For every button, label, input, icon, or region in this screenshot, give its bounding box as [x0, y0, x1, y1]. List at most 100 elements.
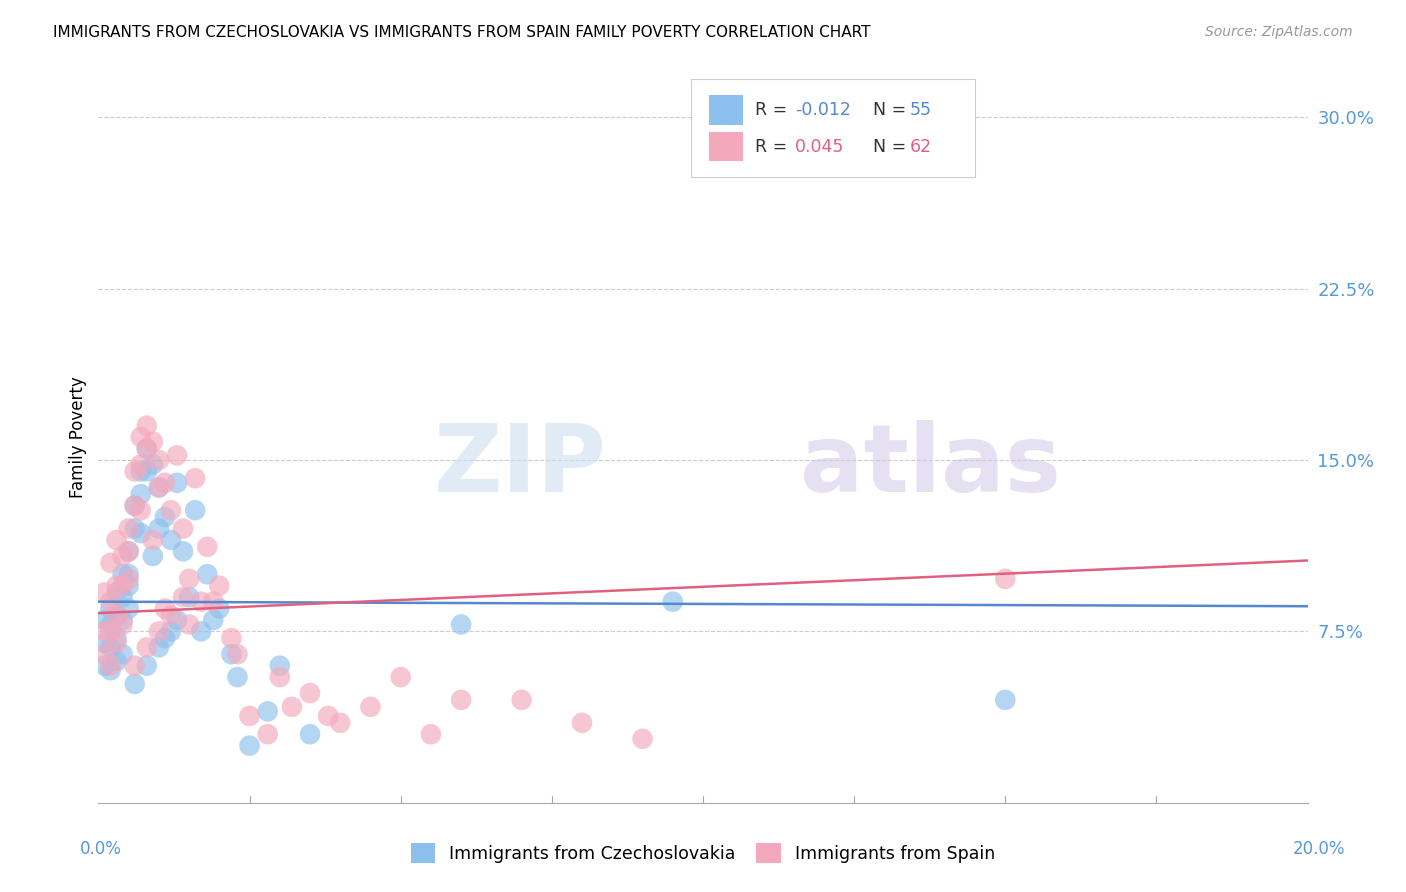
- Point: [153, 632, 176, 646]
- Point: [93, 613, 115, 627]
- Point: [111, 590, 134, 604]
- Point: [166, 613, 188, 627]
- Point: [661, 595, 683, 609]
- Point: [256, 705, 278, 719]
- Point: [118, 601, 141, 615]
- Legend: Immigrants from Czechoslovakia, Immigrants from Spain: Immigrants from Czechoslovakia, Immigran…: [404, 836, 1002, 870]
- Point: [129, 430, 152, 444]
- Point: [135, 418, 157, 433]
- Point: [148, 453, 170, 467]
- Point: [202, 613, 225, 627]
- Point: [93, 585, 115, 599]
- Point: [184, 471, 207, 485]
- Point: [124, 677, 146, 691]
- Point: [450, 617, 472, 632]
- Point: [172, 590, 194, 604]
- FancyBboxPatch shape: [709, 95, 742, 125]
- Point: [93, 624, 115, 639]
- Point: [148, 480, 170, 494]
- Point: [129, 503, 152, 517]
- Point: [994, 693, 1017, 707]
- Point: [256, 727, 278, 741]
- Point: [100, 556, 122, 570]
- Point: [190, 595, 212, 609]
- Text: 55: 55: [910, 101, 932, 120]
- Point: [160, 503, 183, 517]
- Text: -0.012: -0.012: [794, 101, 851, 120]
- Point: [105, 608, 128, 623]
- Point: [111, 647, 134, 661]
- Point: [166, 449, 188, 463]
- Point: [190, 624, 212, 639]
- Point: [269, 670, 291, 684]
- Point: [195, 567, 218, 582]
- Point: [93, 658, 115, 673]
- Text: atlas: atlas: [800, 420, 1060, 512]
- Point: [160, 533, 183, 547]
- Point: [100, 640, 122, 655]
- Point: [93, 636, 115, 650]
- Point: [105, 632, 128, 646]
- Point: [124, 499, 146, 513]
- Point: [148, 624, 170, 639]
- Point: [195, 540, 218, 554]
- Point: [118, 579, 141, 593]
- Point: [631, 731, 654, 746]
- Point: [299, 727, 322, 741]
- Text: R =: R =: [755, 137, 793, 156]
- Point: [142, 434, 165, 449]
- Point: [269, 658, 291, 673]
- Point: [111, 613, 134, 627]
- Point: [105, 579, 128, 593]
- Point: [100, 595, 122, 609]
- Point: [105, 608, 128, 623]
- Point: [281, 699, 304, 714]
- Point: [100, 658, 122, 673]
- Point: [100, 663, 122, 677]
- Text: N =: N =: [873, 101, 912, 120]
- Point: [124, 499, 146, 513]
- Point: [179, 572, 201, 586]
- Point: [118, 572, 141, 586]
- Point: [124, 658, 146, 673]
- Point: [111, 617, 134, 632]
- Point: [100, 617, 122, 632]
- Point: [129, 487, 152, 501]
- FancyBboxPatch shape: [690, 78, 976, 178]
- Point: [118, 544, 141, 558]
- Point: [135, 442, 157, 456]
- Point: [135, 442, 157, 456]
- Point: [360, 699, 382, 714]
- Point: [571, 715, 593, 730]
- Point: [135, 464, 157, 478]
- Point: [202, 595, 225, 609]
- Point: [389, 670, 412, 684]
- Point: [135, 658, 157, 673]
- Point: [166, 475, 188, 490]
- Point: [450, 693, 472, 707]
- Text: Source: ZipAtlas.com: Source: ZipAtlas.com: [1205, 25, 1353, 39]
- Point: [124, 521, 146, 535]
- Point: [111, 579, 134, 593]
- Point: [221, 647, 243, 661]
- Point: [172, 544, 194, 558]
- Point: [179, 617, 201, 632]
- Text: R =: R =: [755, 101, 793, 120]
- Point: [129, 458, 152, 472]
- FancyBboxPatch shape: [709, 132, 742, 161]
- Point: [100, 624, 122, 639]
- Point: [299, 686, 322, 700]
- Point: [420, 727, 443, 741]
- Point: [179, 590, 201, 604]
- Point: [118, 544, 141, 558]
- Point: [100, 601, 122, 615]
- Point: [172, 521, 194, 535]
- Point: [221, 632, 243, 646]
- Point: [148, 640, 170, 655]
- Point: [111, 549, 134, 563]
- Text: 0.0%: 0.0%: [80, 840, 122, 858]
- Point: [105, 585, 128, 599]
- Point: [510, 693, 533, 707]
- Point: [105, 636, 128, 650]
- Point: [208, 601, 231, 615]
